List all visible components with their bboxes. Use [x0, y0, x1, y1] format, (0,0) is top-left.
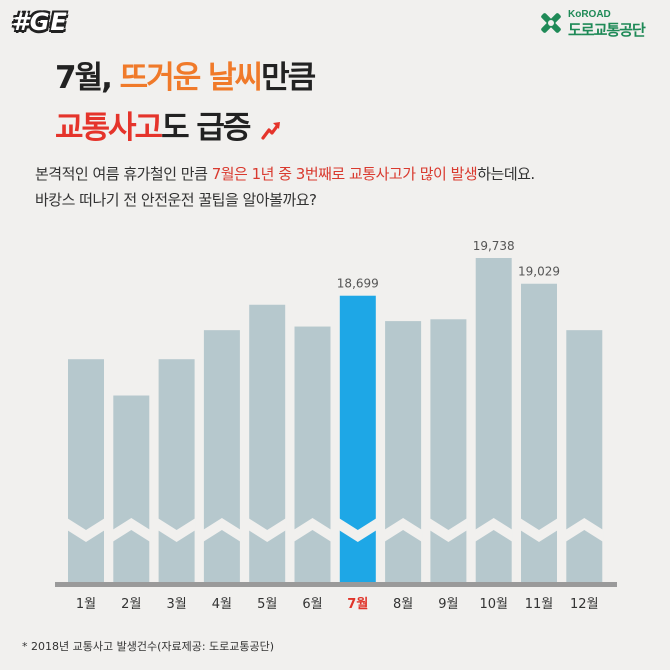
- bar-4: [203, 330, 240, 582]
- value-label-10: 19,738: [473, 239, 515, 253]
- axis-break-3: [157, 518, 196, 542]
- axis-break-2: [112, 518, 151, 542]
- axis-break-10: [474, 518, 513, 542]
- month-label-11: 11월: [525, 597, 554, 612]
- month-label-6: 6월: [302, 597, 322, 612]
- month-label-7: 7월: [347, 596, 368, 612]
- axis-break-1: [67, 518, 105, 542]
- axis-break-11: [520, 518, 558, 542]
- logo-english: KoROAD: [568, 9, 611, 20]
- axis-break-9: [429, 518, 468, 542]
- headline-surge: 도 급증: [161, 110, 251, 146]
- month-label-8: 8월: [393, 597, 413, 612]
- value-label-11: 19,029: [518, 265, 560, 279]
- month-label-1: 1월: [76, 597, 96, 612]
- badge-ge: #GE: [12, 8, 68, 36]
- headline-month: 7월,: [55, 60, 120, 96]
- month-label-10: 10월: [479, 597, 508, 612]
- month-label-9: 9월: [438, 597, 458, 612]
- description-line-2: 바캉스 떠나기 전 안전운전 꿀팁을 알아볼까요?: [35, 191, 317, 209]
- description-ending: 하는데요.: [477, 165, 535, 183]
- headline-accidents: 교통사고: [55, 110, 163, 146]
- headline-line-1: 7월, 뜨거운 날씨만큼: [55, 52, 316, 97]
- headline-hot-weather: 뜨거운 날씨: [119, 60, 263, 96]
- axis-break-8: [384, 518, 423, 542]
- month-label-2: 2월: [121, 597, 141, 612]
- logo-korean: 도로교통공단: [568, 21, 646, 39]
- koroad-cross-icon: [541, 13, 561, 33]
- month-label-4: 4월: [212, 597, 232, 612]
- bar-3: [158, 359, 195, 582]
- headline-line-2: 교통사고도 급증: [55, 102, 282, 147]
- axis-break-7: [338, 518, 377, 542]
- description-line-1: 본격적인 여름 휴가철인 만큼 7월은 1년 중 3번째로 교통사고가 많이 발…: [35, 163, 535, 184]
- bar-9: [430, 319, 467, 582]
- month-label-12: 12월: [570, 597, 599, 612]
- axis-break-6: [293, 518, 332, 542]
- bar-6: [294, 326, 331, 582]
- baseline: [55, 582, 617, 587]
- trend-up-arrow-icon: [261, 121, 281, 140]
- footnote: * 2018년 교통사고 발생건수(자료제공: 도로교통공단): [22, 640, 275, 653]
- koroad-logo: KoROAD 도로교통공단: [538, 8, 662, 39]
- axis-break-5: [248, 518, 287, 542]
- axis-break-12: [565, 518, 604, 542]
- month-label-5: 5월: [257, 597, 277, 612]
- axis-break-4: [202, 518, 241, 542]
- description-highlight: 7월은 1년 중 3번째로 교통사고가 많이 발생: [211, 165, 478, 183]
- bar-1: [68, 359, 104, 582]
- bar-12: [566, 330, 603, 582]
- bar-8: [385, 321, 422, 582]
- value-label-7: 18,699: [337, 277, 379, 291]
- description-intro: 본격적인 여름 휴가철인 만큼: [35, 165, 212, 183]
- headline-as-much: 만큼: [261, 60, 316, 96]
- month-label-3: 3월: [166, 597, 186, 612]
- bar-2: [113, 395, 150, 582]
